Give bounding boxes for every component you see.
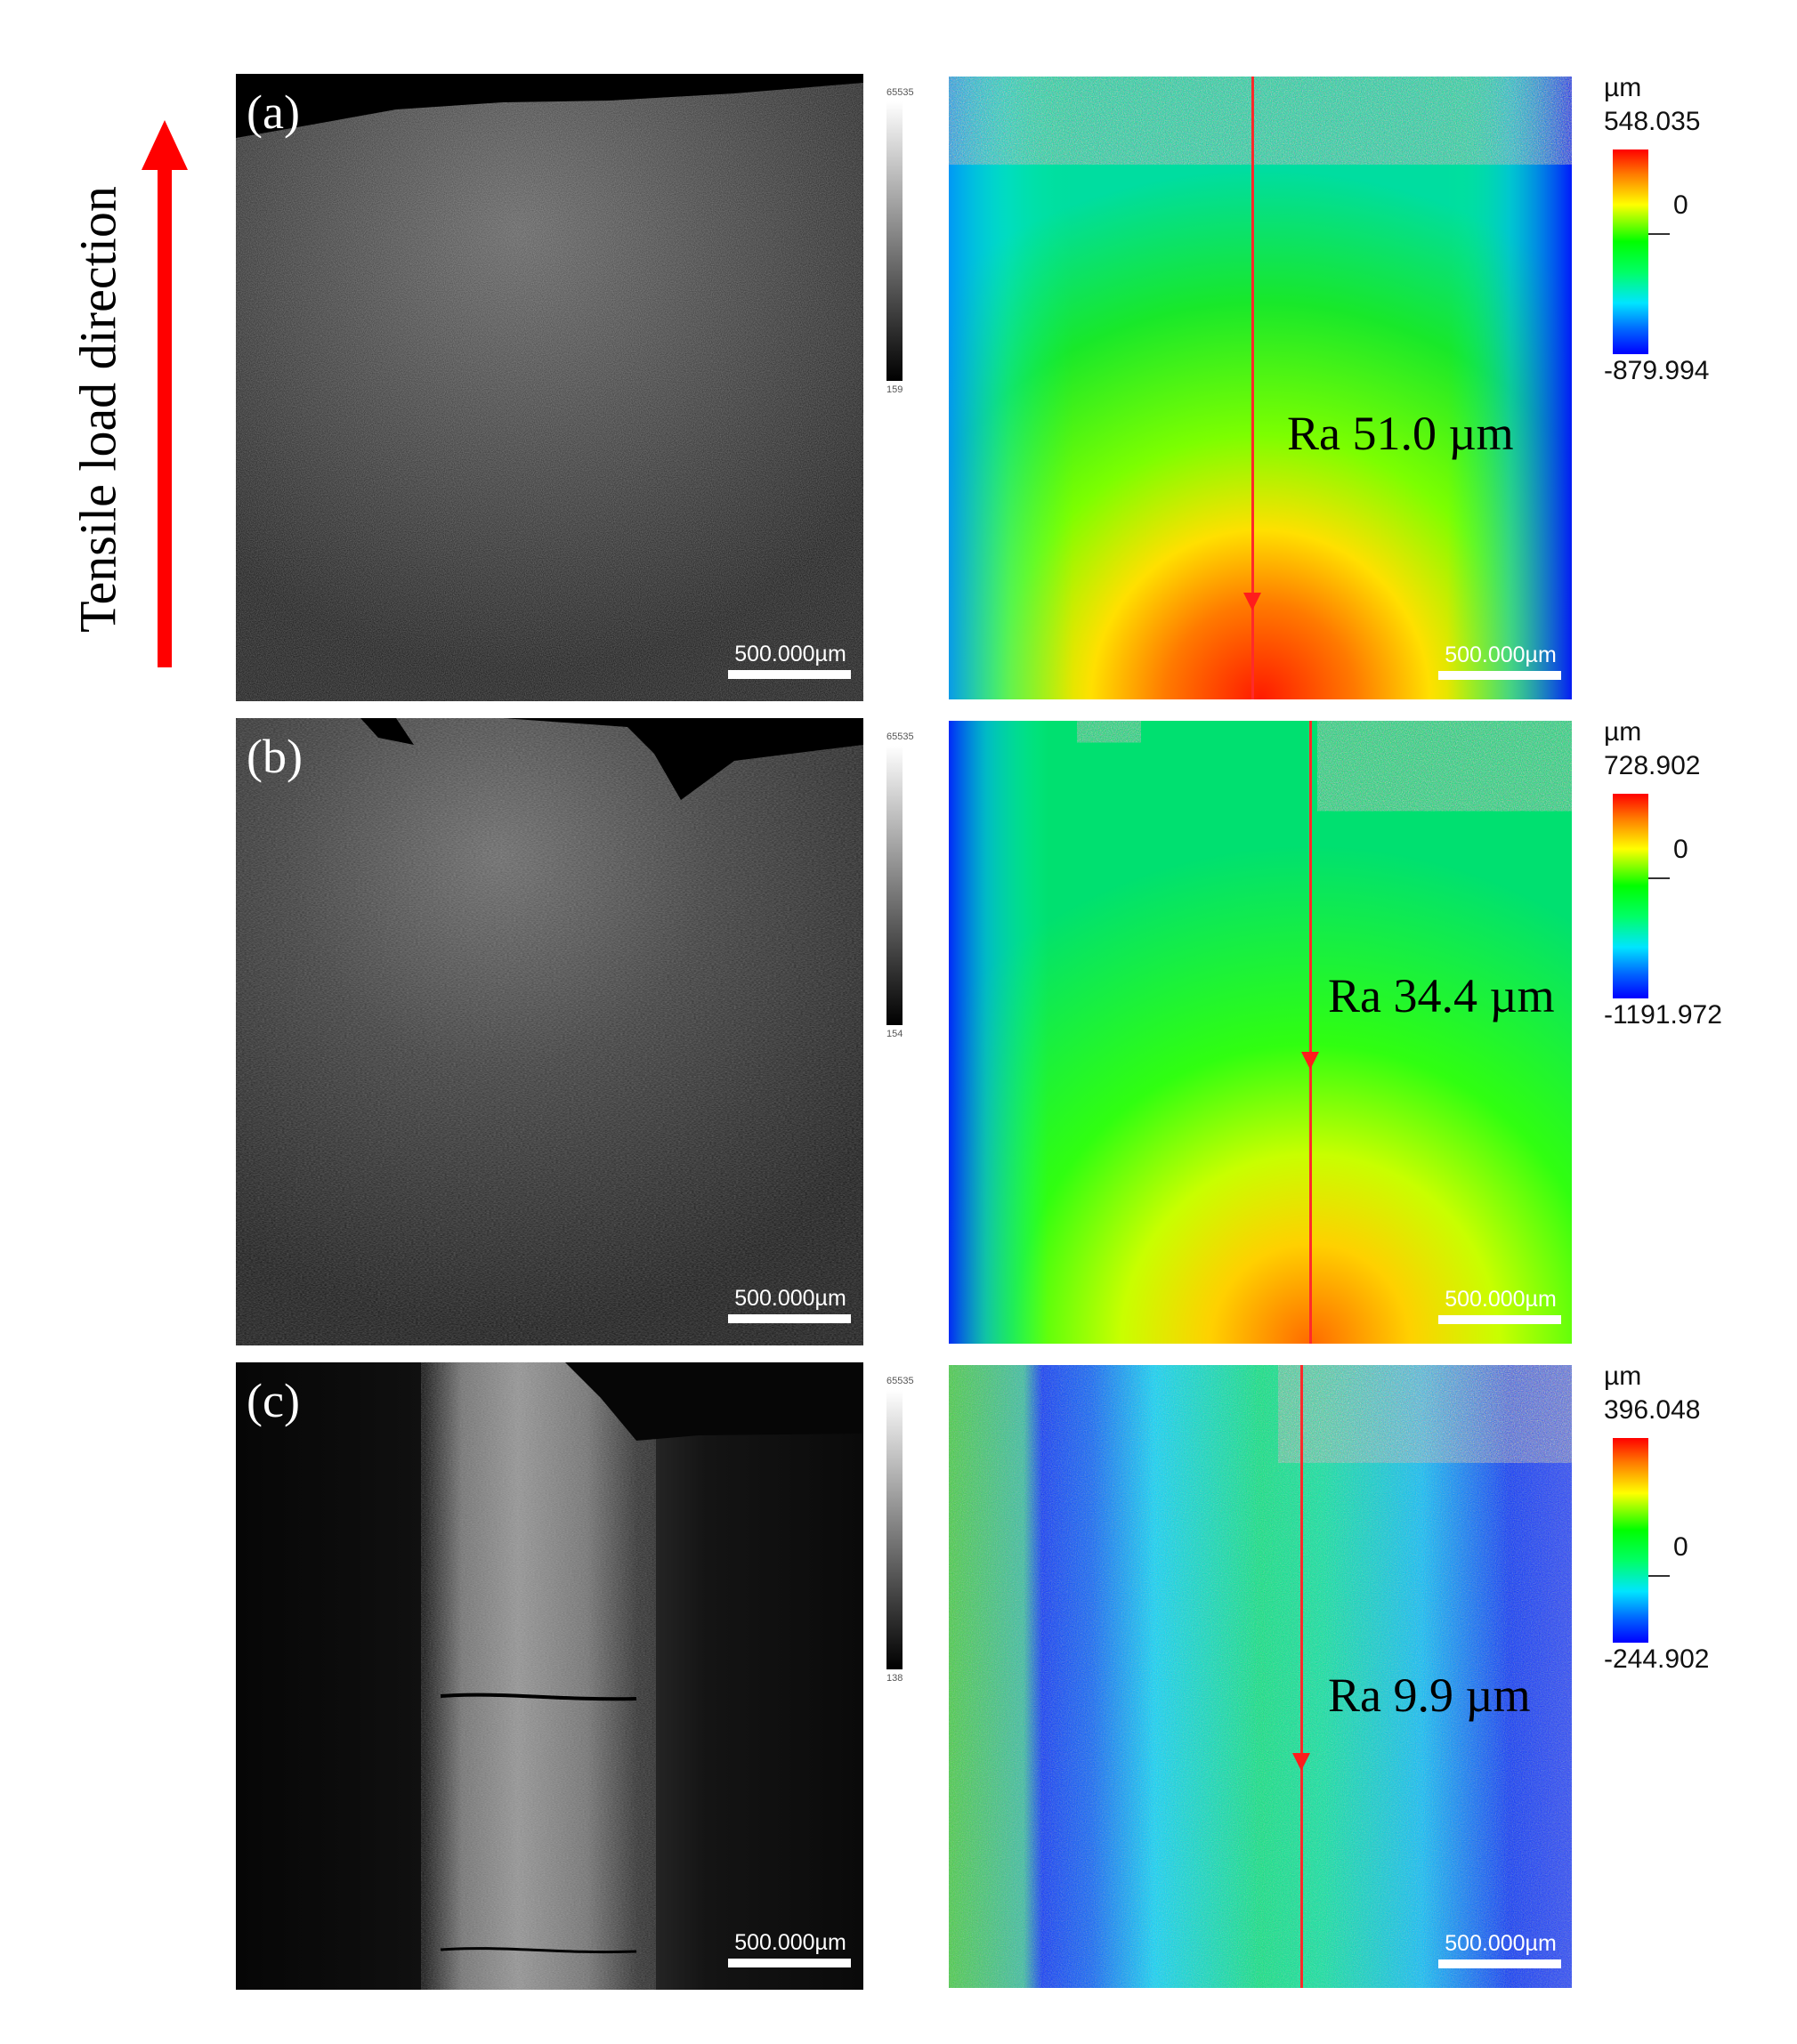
sem-scale-bar-b: 500.000µm bbox=[724, 1286, 857, 1323]
legend-min-c: -244.902 bbox=[1604, 1644, 1710, 1674]
legend-zero-a: 0 bbox=[1673, 190, 1688, 220]
tensile-direction-label: Tensile load direction bbox=[36, 160, 160, 658]
map-scale-bar-a: 500.000µm bbox=[1434, 642, 1567, 680]
gray-top-a: 65535 bbox=[886, 87, 914, 98]
color-legend-c: µm 396.048 0 -244.902 bbox=[1604, 1361, 1746, 1674]
gray-bottom-b: 154 bbox=[886, 1029, 903, 1039]
sem-scale-line-c bbox=[728, 1959, 851, 1967]
map-scale-bar-c: 500.000µm bbox=[1434, 1931, 1567, 1968]
gray-gradient-b bbox=[886, 746, 903, 1025]
legend-zero-tick-b bbox=[1648, 877, 1670, 879]
sem-image-a: (a) 500.000µm bbox=[236, 74, 863, 701]
gray-gradient-a bbox=[886, 101, 903, 381]
gray-top-b: 65535 bbox=[886, 731, 914, 742]
roughness-label-b: Ra 34.4 µm bbox=[1328, 969, 1555, 1022]
map-scale-line-a bbox=[1438, 671, 1561, 680]
profile-line-a bbox=[1243, 77, 1261, 699]
gray-scale-bar-c: 65535 138 bbox=[886, 1376, 914, 1684]
legend-unit-c: µm bbox=[1604, 1361, 1642, 1391]
map-scale-label-a: 500.000µm bbox=[1445, 642, 1557, 667]
legend-zero-c: 0 bbox=[1673, 1532, 1688, 1562]
height-map-b: Ra 34.4 µm 500.000µm bbox=[949, 721, 1572, 1344]
tensile-direction-text: Tensile load direction bbox=[69, 186, 127, 633]
profile-arrow-icon-c bbox=[1292, 1753, 1310, 1771]
legend-min-b: -1191.972 bbox=[1604, 1000, 1722, 1030]
sem-scale-bar-c: 500.000µm bbox=[724, 1930, 857, 1967]
map-scale-label-b: 500.000µm bbox=[1445, 1287, 1557, 1312]
color-legend-a: µm 548.035 0 -879.994 bbox=[1604, 73, 1746, 385]
panel-letter-c: (c) bbox=[247, 1374, 300, 1427]
height-map-c: Ra 9.9 µm 500.000µm bbox=[949, 1365, 1572, 1988]
legend-colorbar-a bbox=[1613, 149, 1648, 354]
profile-arrow-icon-b bbox=[1301, 1052, 1319, 1070]
legend-zero-b: 0 bbox=[1673, 835, 1688, 864]
legend-max-b: 728.902 bbox=[1604, 751, 1701, 780]
gray-bottom-c: 138 bbox=[886, 1673, 903, 1684]
map-scale-label-c: 500.000µm bbox=[1445, 1931, 1557, 1956]
legend-unit-b: µm bbox=[1604, 717, 1642, 747]
sem-scale-label-b: 500.000µm bbox=[734, 1286, 846, 1311]
sem-image-c: (c) 500.000µm bbox=[236, 1362, 863, 1990]
height-map-a: Ra 51.0 µm 500.000µm bbox=[949, 77, 1572, 699]
map-scale-bar-b: 500.000µm bbox=[1434, 1287, 1567, 1324]
profile-line-c bbox=[1292, 1365, 1310, 1988]
roughness-label-c: Ra 9.9 µm bbox=[1328, 1668, 1531, 1722]
sem-image-b: (b) 500.000µm bbox=[236, 718, 863, 1345]
color-legend-b: µm 728.902 0 -1191.972 bbox=[1604, 717, 1746, 1030]
profile-line-b bbox=[1301, 721, 1319, 1344]
legend-zero-tick-a bbox=[1648, 233, 1670, 235]
map-scale-line-c bbox=[1438, 1959, 1561, 1968]
sem-scale-line-a bbox=[728, 670, 851, 679]
sem-scale-bar-a: 500.000µm bbox=[724, 642, 857, 679]
legend-colorbar-c bbox=[1613, 1438, 1648, 1643]
gray-scale-bar-a: 65535 159 bbox=[886, 87, 914, 395]
legend-max-c: 396.048 bbox=[1604, 1395, 1701, 1425]
arrow-head bbox=[142, 120, 188, 170]
arrow-shaft bbox=[158, 165, 172, 667]
legend-max-a: 548.035 bbox=[1604, 107, 1701, 136]
gray-bottom-a: 159 bbox=[886, 384, 903, 395]
gray-scale-bar-b: 65535 154 bbox=[886, 731, 914, 1039]
roughness-label-a: Ra 51.0 µm bbox=[1287, 407, 1514, 460]
sem-scale-label-a: 500.000µm bbox=[734, 642, 846, 667]
gray-gradient-c bbox=[886, 1390, 903, 1669]
gray-top-c: 65535 bbox=[886, 1376, 914, 1386]
map-scale-line-b bbox=[1438, 1315, 1561, 1324]
panel-letter-b: (b) bbox=[247, 730, 303, 783]
legend-min-a: -879.994 bbox=[1604, 356, 1710, 385]
panel-letter-a: (a) bbox=[247, 85, 300, 139]
legend-unit-a: µm bbox=[1604, 73, 1642, 102]
sem-scale-line-b bbox=[728, 1314, 851, 1323]
profile-arrow-icon-a bbox=[1243, 593, 1261, 610]
legend-colorbar-b bbox=[1613, 794, 1648, 998]
tensile-direction-arrow-icon bbox=[142, 120, 188, 667]
legend-zero-tick-c bbox=[1648, 1575, 1670, 1577]
sem-scale-label-c: 500.000µm bbox=[734, 1930, 846, 1955]
